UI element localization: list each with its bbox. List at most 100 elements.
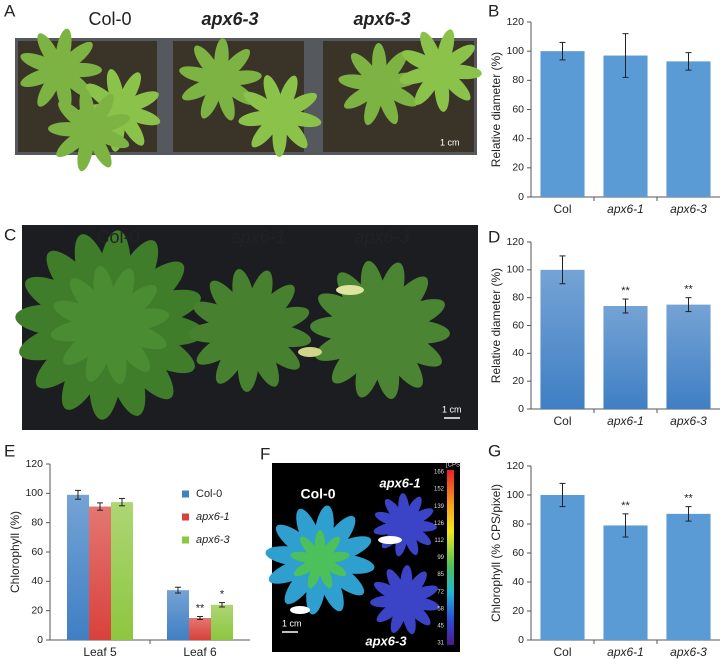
leaf (336, 285, 364, 295)
photo-label: apx6-3 (201, 9, 258, 29)
leaf (299, 536, 321, 561)
y-tick-label: 80 (512, 74, 524, 86)
bar (666, 513, 711, 640)
leaf (219, 48, 251, 81)
leaf (401, 50, 441, 73)
colorbar-tick-label: 126 (434, 521, 445, 527)
y-tick-label: 120 (25, 458, 43, 470)
leaf (414, 69, 442, 105)
photo-label: apx6-3 (354, 227, 409, 247)
x-tick-label: Col (553, 202, 571, 216)
error-bar (97, 502, 103, 511)
panel-label: C (4, 225, 16, 244)
colorbar-title: [CPS] (446, 463, 462, 469)
y-tick-label: 0 (518, 403, 524, 415)
y-tick-label: 80 (512, 518, 524, 530)
error-bar (622, 298, 629, 314)
y-tick-label: 20 (512, 162, 524, 174)
y-tick-label: 20 (512, 605, 524, 617)
leaf (58, 100, 91, 131)
bar (111, 502, 133, 640)
leaf (404, 585, 438, 603)
colorbar-tick-label: 166 (434, 470, 445, 476)
y-tick-label: 60 (31, 546, 43, 558)
colorbar-tick-label: 139 (434, 504, 445, 510)
legend-swatch (182, 513, 189, 521)
leaf (53, 300, 111, 329)
bar (603, 306, 648, 409)
leaf (439, 69, 471, 101)
leaf (379, 299, 445, 334)
photo-label: apx6-3 (365, 633, 407, 648)
x-tick-label: apx6-3 (670, 202, 707, 216)
y-tick-label: 100 (25, 487, 43, 499)
y-tick-label: 0 (37, 634, 43, 646)
y-tick-label: 80 (512, 291, 524, 303)
error-bar (685, 506, 692, 522)
legend-label: apx6-1 (196, 511, 230, 523)
leaf (89, 127, 130, 149)
leaf (420, 31, 443, 71)
error-bar (75, 489, 81, 500)
leaf (85, 324, 114, 382)
y-tick-label: 40 (512, 576, 524, 588)
leaf (118, 72, 141, 111)
bar (67, 494, 89, 640)
leaf (307, 559, 322, 589)
y-tick-label: 0 (518, 634, 524, 646)
leaf (200, 79, 223, 119)
leaf (243, 91, 281, 117)
y-tick-label: 20 (31, 604, 43, 616)
error-bar (119, 497, 125, 507)
legend-label: Col-0 (196, 488, 222, 500)
x-tick-label: apx6-1 (607, 202, 644, 216)
significance: ** (684, 493, 693, 505)
leaf (379, 83, 418, 107)
leaf (290, 606, 310, 614)
panel-label: G (488, 441, 501, 460)
leaf (364, 84, 383, 126)
error-bar (685, 52, 692, 71)
bar (540, 269, 585, 409)
significance: * (220, 589, 225, 601)
x-tick-label: apx6-3 (670, 645, 707, 659)
leaf (319, 558, 347, 577)
leaf (37, 33, 62, 71)
error-bar (559, 482, 566, 508)
error-bar (559, 41, 566, 61)
colorbar (447, 470, 454, 645)
scale-label: 1 cm (282, 618, 302, 628)
error-bar (197, 616, 203, 620)
error-bar (219, 602, 225, 608)
leaf (56, 128, 91, 158)
leaf (390, 599, 408, 633)
error-bar (175, 586, 181, 594)
leaf (245, 270, 273, 331)
leaf (88, 93, 114, 131)
legend-label: apx6-3 (196, 534, 231, 546)
leaf (319, 536, 341, 561)
bar (603, 55, 648, 197)
colorbar-tick-label: 99 (437, 555, 444, 561)
significance: ** (621, 500, 630, 512)
x-tick-label: apx6-1 (607, 414, 644, 428)
leaf (373, 581, 406, 602)
y-axis-label: Chlorophyll (% CPS/pixel) (489, 484, 503, 622)
y-tick-label: 60 (512, 547, 524, 559)
bar (189, 618, 211, 640)
leaf (109, 308, 170, 332)
photo-label: Col-0 (301, 486, 336, 502)
leaf (293, 558, 321, 577)
bar (666, 304, 711, 409)
leaf (20, 52, 61, 73)
bar (167, 590, 189, 640)
y-tick-label: 60 (512, 319, 524, 331)
y-tick-label: 20 (512, 375, 524, 387)
colorbar-tick-label: 45 (437, 623, 444, 629)
leaf (88, 129, 112, 168)
scale-label: 1 cm (440, 137, 460, 147)
leaf (278, 114, 308, 149)
x-tick-label: apx6-3 (670, 414, 707, 428)
leaf (343, 83, 381, 109)
